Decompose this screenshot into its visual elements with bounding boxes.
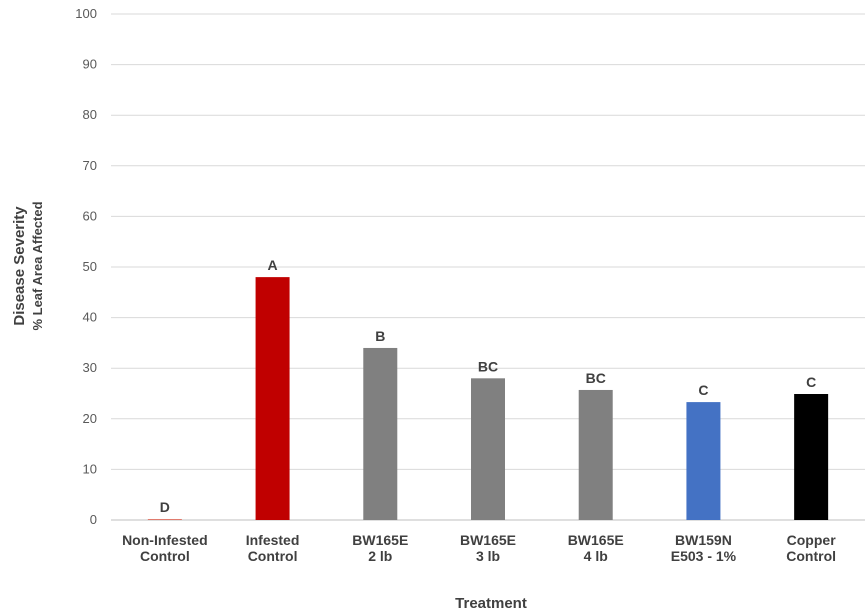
x-category-label: BW165E <box>568 532 624 548</box>
data-label: BC <box>478 358 498 374</box>
y-tick-label: 100 <box>75 6 97 21</box>
bar <box>794 394 829 520</box>
y-tick-label: 40 <box>83 310 97 325</box>
x-category-label: Control <box>140 548 190 564</box>
x-category-label: Copper <box>787 532 837 548</box>
data-labels: D A B BC BC C C <box>160 257 816 515</box>
y-tick-label: 0 <box>90 512 97 527</box>
x-category-label: Control <box>248 548 298 564</box>
y-tick-label: 20 <box>83 411 97 426</box>
bar <box>255 277 290 520</box>
x-category-label: Infested <box>246 532 300 548</box>
gridlines <box>111 13 865 521</box>
y-tick-label: 30 <box>83 360 97 375</box>
x-category-label: Non-Infested <box>122 532 208 548</box>
x-category-label: 2 lb <box>368 548 392 564</box>
data-label: D <box>160 499 170 515</box>
bar <box>578 389 613 520</box>
y-tick-label: 80 <box>83 107 97 122</box>
x-category-label: BW159N <box>675 532 732 548</box>
x-category-label: BW165E <box>460 532 516 548</box>
y-tick-label: 50 <box>83 259 97 274</box>
bar <box>686 402 721 520</box>
x-category-label: E503 - 1% <box>671 548 737 564</box>
x-category-label: BW165E <box>352 532 408 548</box>
y-axis-title: Disease Severity <box>11 206 28 326</box>
x-category-label: 4 lb <box>584 548 608 564</box>
bars <box>147 277 829 520</box>
y-tick-label: 10 <box>83 461 97 476</box>
x-axis-title: Treatment <box>455 595 527 612</box>
x-axis-categories: Non-InfestedControlInfestedControlBW165E… <box>122 532 836 564</box>
bar <box>147 518 182 520</box>
data-label: C <box>806 374 816 390</box>
bar <box>471 378 505 520</box>
data-label: B <box>375 328 385 344</box>
y-tick-label: 70 <box>83 158 97 173</box>
y-axis-ticks: 0 10 20 30 40 50 60 70 80 90 100 <box>75 6 97 527</box>
data-label: C <box>698 382 708 398</box>
data-label: A <box>268 257 278 273</box>
y-axis-subtitle: % Leaf Area Affected <box>30 201 45 330</box>
x-category-label: Control <box>786 548 836 564</box>
x-category-label: 3 lb <box>476 548 500 564</box>
y-tick-label: 90 <box>83 57 97 72</box>
y-tick-label: 60 <box>83 208 97 223</box>
bar <box>363 347 398 520</box>
data-label: BC <box>586 370 606 386</box>
